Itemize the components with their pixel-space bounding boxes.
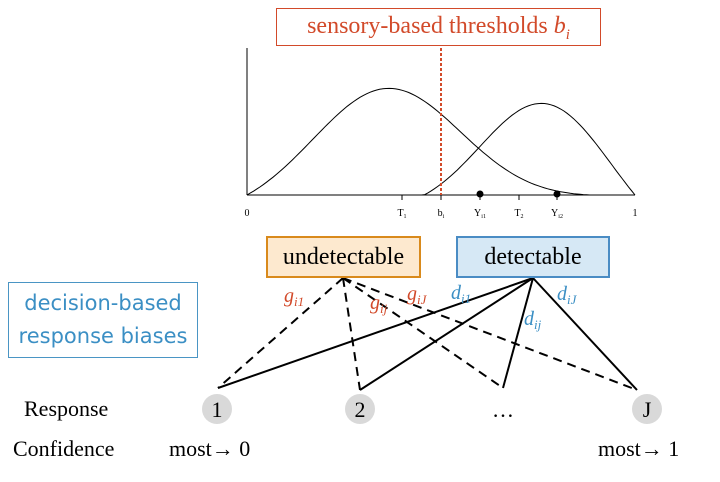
threshold-title-box: sensory-based thresholds bi	[276, 8, 601, 46]
confidence-high-label: most→ 1	[598, 436, 680, 461]
axis-end-label: 1	[633, 208, 638, 219]
undetectable-to-response-2	[342, 277, 361, 391]
confidence-low-label: most→ 0	[169, 436, 251, 461]
response-node-1-label: 1	[212, 397, 223, 422]
undetectable-state-box: undetectable	[266, 236, 421, 278]
response-row-label: Response	[24, 396, 109, 421]
axis-start-label: 0	[245, 208, 250, 219]
response-ellipsis-label: …	[492, 397, 514, 422]
response-biases-box: decision-based response biases	[8, 282, 198, 358]
tick-label-yi1: Yi1	[474, 208, 486, 220]
detectable-to-response-1	[217, 277, 534, 389]
threshold-title-subscript: i	[565, 26, 570, 43]
undetectable-to-response-j	[342, 277, 638, 391]
response-biases-line-1: decision-based	[24, 291, 182, 315]
detectable-to-response-j	[532, 277, 638, 391]
threshold-title-symbol: b	[553, 13, 566, 39]
d-label-ij: dij	[524, 308, 542, 332]
undetectable-to-response-ellipsis	[342, 277, 504, 389]
d-label-iJ: diJ	[557, 283, 578, 307]
g-label-iJ: giJ	[407, 283, 428, 307]
detectable-to-response-ellipsis	[502, 277, 534, 389]
tick-label-t1: T1	[397, 208, 406, 220]
tick-label-yi2: Yi2	[551, 208, 563, 220]
tick-label-bi: bi	[438, 208, 445, 220]
response-node-1	[202, 394, 232, 424]
tick-label-t2: T2	[514, 208, 523, 220]
observation-point	[476, 190, 484, 198]
g-label-ij: gij	[370, 292, 388, 316]
d-label-i1: di1	[451, 282, 471, 306]
threshold-title-text: sensory-based thresholds	[307, 13, 554, 39]
detectable-state-box: detectable	[456, 236, 610, 278]
response-node-2-label: 2	[355, 397, 366, 422]
response-node-j-label: J	[643, 397, 652, 422]
response-node-j	[632, 394, 662, 424]
confidence-row-label: Confidence	[13, 436, 115, 461]
observation-point	[553, 190, 561, 198]
response-biases-line-2: response biases	[18, 324, 188, 348]
undetectable-to-response-1	[217, 277, 344, 389]
detectable-to-response-2	[359, 277, 534, 391]
response-node-2	[345, 394, 375, 424]
g-label-i1: gi1	[284, 285, 304, 309]
